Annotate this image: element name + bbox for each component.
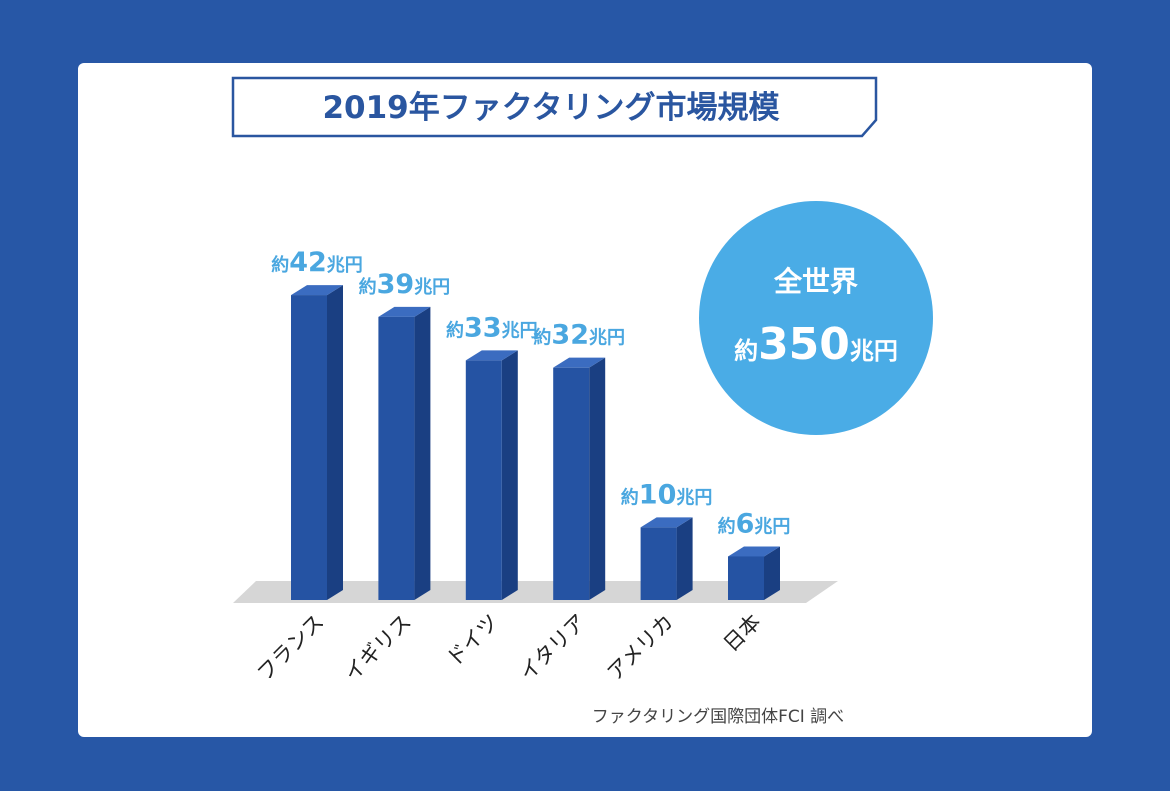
- bar-side-face: [501, 350, 518, 600]
- category-label: 日本: [719, 610, 766, 657]
- bar-front-face: [378, 316, 415, 600]
- bar-value-label: 約33兆円: [446, 312, 538, 343]
- source-note: ファクタリング国際団体FCI 調べ: [592, 707, 844, 727]
- bar-value-label: 約42兆円: [271, 247, 363, 278]
- bar-4: [553, 357, 606, 600]
- category-label: ドイツ: [442, 610, 504, 672]
- bar-side-face: [327, 285, 343, 600]
- world-total-prefix: 約: [734, 337, 758, 365]
- factoring-market-chart: 2019年ファクタリング市場規模 約42兆円約39兆円約33兆円約32兆円約10…: [231, 76, 933, 727]
- bar-side-face: [414, 306, 431, 600]
- bar-series: [291, 285, 780, 600]
- bar-front-face: [640, 527, 677, 600]
- title-frame: [231, 76, 878, 138]
- bar-5: [640, 517, 693, 600]
- category-labels: フランス イギリス ドイツ イタリア アメリカ 日本: [252, 610, 765, 686]
- chart-title: 2019年ファクタリング市場規模: [322, 90, 779, 126]
- bar-side-face: [764, 546, 780, 600]
- category-label: イギリス: [340, 610, 416, 686]
- bar-top-face: [640, 517, 693, 528]
- bar-front-face: [291, 295, 327, 600]
- bar-value-label: 約32兆円: [533, 320, 625, 351]
- bar-6: [728, 546, 780, 600]
- world-total-value: 350: [758, 319, 850, 370]
- bar-value-label: 約6兆円: [718, 508, 791, 539]
- world-total-label: 全世界: [773, 265, 858, 298]
- bar-front-face: [465, 360, 502, 600]
- category-label: フランス: [252, 610, 328, 686]
- world-total-circle: [699, 201, 933, 435]
- bar-1: [291, 285, 343, 600]
- bar-value-label: 約39兆円: [359, 269, 451, 300]
- bar-side-face: [589, 357, 606, 600]
- bar-side-face: [676, 517, 693, 600]
- world-total-badge: 全世界 約350兆円: [699, 201, 933, 435]
- bar-top-face: [465, 350, 518, 361]
- bar-3: [465, 350, 518, 600]
- bar-2: [378, 306, 431, 600]
- world-total-unit: 兆円: [850, 337, 898, 365]
- bar-top-face: [728, 546, 780, 557]
- chart-title-box: 2019年ファクタリング市場規模: [231, 76, 878, 138]
- chart-card: 2019年ファクタリング市場規模 約42兆円 約39兆円約33兆円 約32兆円約10…: [78, 63, 1092, 737]
- bar-top-face: [291, 285, 343, 296]
- bar-top-face: [553, 357, 606, 368]
- world-total-value-text: 約350兆円: [734, 319, 898, 370]
- bar-front-face: [728, 556, 764, 600]
- bar-front-face: [553, 367, 590, 600]
- category-label: アメリカ: [603, 610, 679, 686]
- bar-top-face: [378, 306, 431, 317]
- bar-value-label: 約10兆円: [621, 479, 713, 510]
- category-label: イタリア: [515, 610, 591, 686]
